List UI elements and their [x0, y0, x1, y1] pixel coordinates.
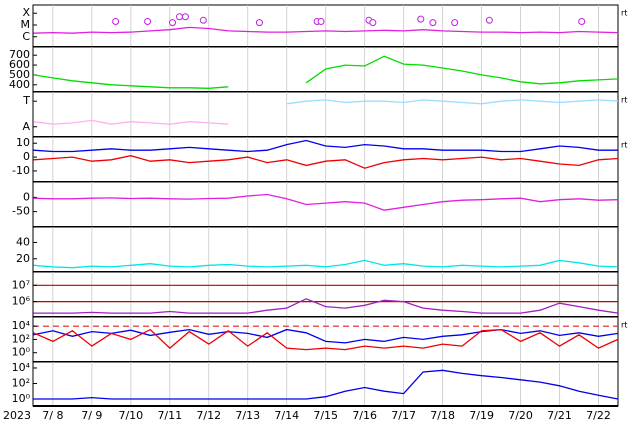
series-line: [305, 55, 619, 85]
x-tick-label: 7/13: [235, 409, 260, 422]
series-line: [33, 193, 619, 211]
x-tick-label: 7/16: [352, 409, 377, 422]
y-tick-label: T: [22, 94, 30, 107]
right-note: rt: [621, 9, 627, 18]
y-tick-label: A: [22, 120, 30, 133]
series-line: [33, 369, 619, 400]
y-tick-label: 10⁰: [12, 392, 31, 405]
series-line: [33, 119, 229, 125]
flare-marker: [181, 13, 189, 21]
flare-marker: [112, 17, 120, 25]
series-line: [33, 328, 619, 351]
x-tick-label: 7/20: [508, 409, 533, 422]
year-label: 2023: [3, 409, 31, 422]
series-line: [33, 298, 619, 314]
flare-marker: [429, 19, 437, 27]
x-tick-label: 7/10: [118, 409, 143, 422]
x-tick-label: 7/14: [274, 409, 299, 422]
y-tick-label: 10⁴: [12, 361, 31, 374]
y-tick-label: -50: [12, 205, 30, 218]
flare-marker: [578, 17, 586, 25]
x-tick-label: 7/18: [430, 409, 455, 422]
flare-marker: [369, 19, 377, 27]
series-line: [33, 155, 619, 169]
y-tick-label: 10⁷: [12, 278, 30, 291]
y-tick-label: 500: [9, 68, 30, 81]
x-tick-label: 7/15: [313, 409, 338, 422]
y-tick-label: -10: [12, 164, 30, 177]
flare-marker: [417, 15, 425, 23]
right-note: rt: [621, 141, 627, 150]
y-tick-label: 10²: [12, 376, 30, 389]
flare-marker: [144, 17, 152, 25]
flare-marker: [169, 19, 177, 27]
x-tick-label: 7/21: [547, 409, 572, 422]
right-note: rt: [621, 321, 627, 330]
x-tick-label: 7/ 9: [81, 409, 102, 422]
series-line: [286, 99, 619, 105]
y-tick-label: 600: [9, 58, 30, 71]
right-note: rt: [621, 96, 627, 105]
y-tick-label: M: [21, 18, 31, 31]
x-tick-label: 7/17: [391, 409, 416, 422]
y-tick-label: 0: [23, 150, 30, 163]
series-line: [33, 139, 618, 153]
flare-marker: [451, 19, 459, 27]
series-line: [33, 26, 619, 34]
x-tick-label: 7/12: [196, 409, 221, 422]
x-tick-label: 7/19: [469, 409, 494, 422]
y-tick-label: 10: [16, 136, 30, 149]
y-tick-label: 10⁴: [12, 319, 31, 332]
flare-marker: [317, 17, 325, 25]
y-tick-label: 10²: [12, 332, 30, 345]
y-tick-label: 400: [9, 78, 30, 91]
x-tick-label: 7/22: [586, 409, 611, 422]
flare-marker: [255, 19, 263, 27]
series-line: [33, 74, 229, 89]
flare-marker: [199, 16, 207, 24]
y-tick-label: 10⁰: [12, 346, 31, 359]
y-tick-label: X: [22, 6, 30, 19]
series-line: [33, 328, 619, 344]
y-tick-label: 700: [9, 48, 30, 61]
y-tick-label: 0: [23, 190, 30, 203]
series-line: [33, 259, 619, 269]
flare-marker: [176, 13, 184, 21]
flare-marker: [485, 16, 493, 24]
y-tick-label: C: [22, 30, 30, 43]
y-tick-label: 40: [16, 235, 30, 248]
x-tick-label: 7/ 8: [42, 409, 63, 422]
y-tick-label: 20: [16, 252, 30, 265]
y-tick-label: 10⁶: [12, 295, 31, 308]
x-tick-label: 7/11: [157, 409, 182, 422]
